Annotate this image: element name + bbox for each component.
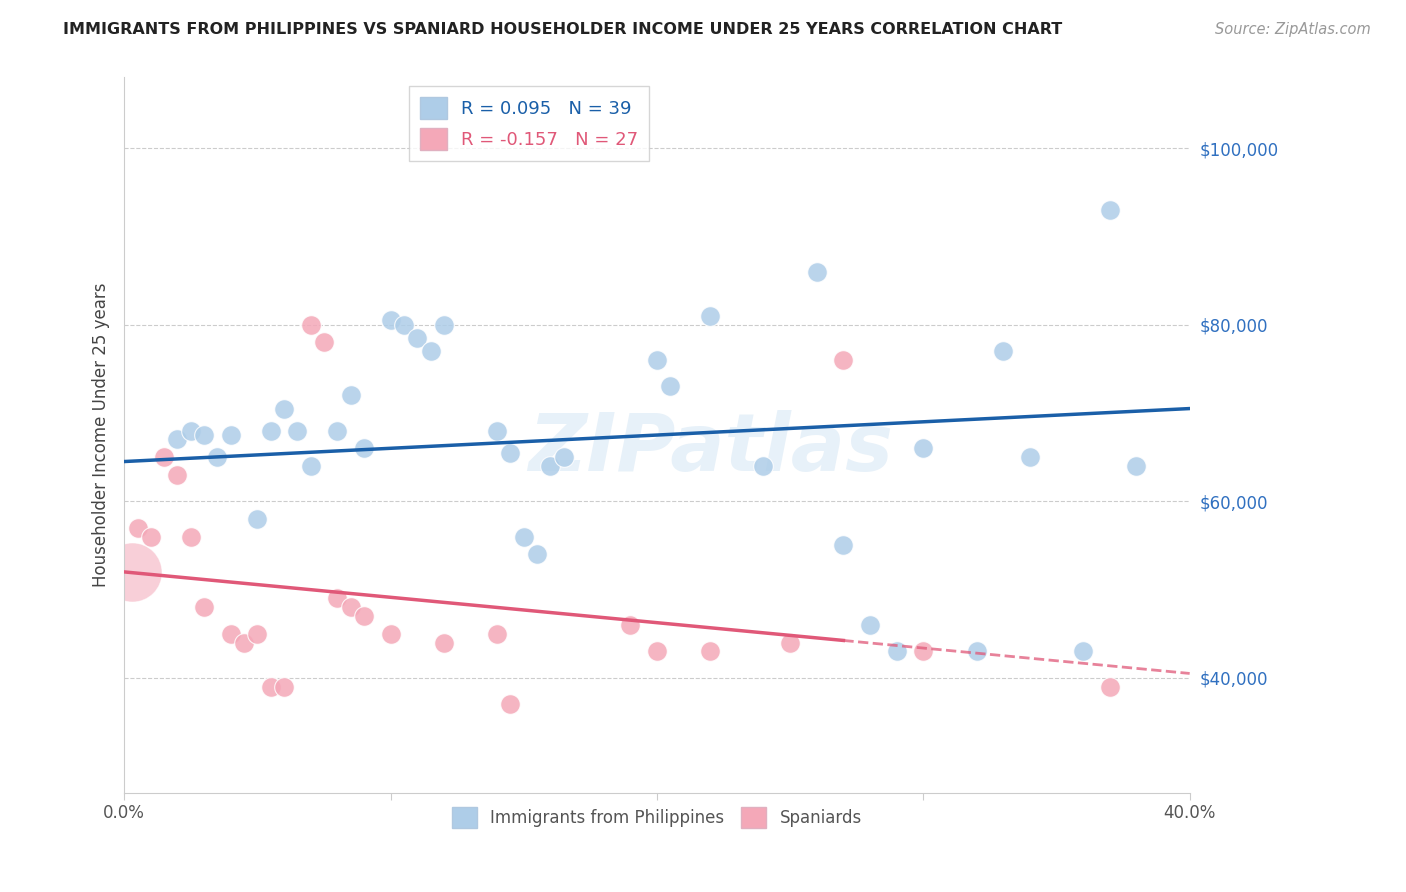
Point bbox=[219, 626, 242, 640]
Point bbox=[380, 626, 402, 640]
Y-axis label: Householder Income Under 25 years: Householder Income Under 25 years bbox=[93, 283, 110, 587]
Point bbox=[127, 521, 149, 535]
Point bbox=[433, 318, 456, 332]
Point bbox=[699, 309, 721, 323]
Text: IMMIGRANTS FROM PHILIPPINES VS SPANIARD HOUSEHOLDER INCOME UNDER 25 YEARS CORREL: IMMIGRANTS FROM PHILIPPINES VS SPANIARD … bbox=[63, 22, 1063, 37]
Point bbox=[699, 644, 721, 658]
Point bbox=[121, 565, 143, 579]
Point bbox=[619, 618, 641, 632]
Point bbox=[433, 635, 456, 649]
Point bbox=[912, 442, 935, 456]
Point bbox=[526, 547, 548, 561]
Point bbox=[207, 450, 229, 464]
Point bbox=[260, 424, 283, 438]
Point bbox=[339, 600, 361, 615]
Point bbox=[1018, 450, 1040, 464]
Point bbox=[513, 530, 536, 544]
Point bbox=[153, 450, 176, 464]
Point bbox=[285, 424, 308, 438]
Point bbox=[966, 644, 988, 658]
Point bbox=[1098, 680, 1121, 694]
Point bbox=[859, 618, 882, 632]
Point bbox=[486, 424, 509, 438]
Point bbox=[1098, 202, 1121, 217]
Point bbox=[166, 433, 188, 447]
Point bbox=[139, 530, 162, 544]
Point bbox=[219, 428, 242, 442]
Point bbox=[339, 388, 361, 402]
Point bbox=[166, 467, 188, 482]
Point bbox=[499, 698, 522, 712]
Legend: Immigrants from Philippines, Spaniards: Immigrants from Philippines, Spaniards bbox=[446, 801, 869, 834]
Point bbox=[392, 318, 415, 332]
Point bbox=[273, 680, 295, 694]
Point bbox=[260, 680, 283, 694]
Point bbox=[193, 428, 215, 442]
Point bbox=[645, 353, 668, 368]
Point bbox=[180, 424, 202, 438]
Point bbox=[380, 313, 402, 327]
Point bbox=[246, 626, 269, 640]
Point bbox=[886, 644, 908, 658]
Point bbox=[645, 644, 668, 658]
Point bbox=[312, 335, 335, 350]
Point bbox=[233, 635, 256, 649]
Text: Source: ZipAtlas.com: Source: ZipAtlas.com bbox=[1215, 22, 1371, 37]
Point bbox=[353, 442, 375, 456]
Point bbox=[993, 344, 1015, 359]
Point bbox=[832, 538, 855, 552]
Point bbox=[353, 609, 375, 624]
Point bbox=[193, 600, 215, 615]
Point bbox=[779, 635, 801, 649]
Point bbox=[659, 379, 682, 393]
Point bbox=[832, 353, 855, 368]
Point bbox=[246, 512, 269, 526]
Point bbox=[419, 344, 441, 359]
Point bbox=[486, 626, 509, 640]
Point bbox=[326, 424, 349, 438]
Point bbox=[273, 401, 295, 416]
Point bbox=[1071, 644, 1094, 658]
Point bbox=[326, 591, 349, 606]
Point bbox=[553, 450, 575, 464]
Point bbox=[806, 265, 828, 279]
Point bbox=[752, 458, 775, 473]
Point bbox=[912, 644, 935, 658]
Point bbox=[406, 331, 429, 345]
Point bbox=[180, 530, 202, 544]
Point bbox=[499, 446, 522, 460]
Point bbox=[299, 318, 322, 332]
Point bbox=[299, 458, 322, 473]
Text: ZIPatlas: ZIPatlas bbox=[527, 410, 893, 488]
Point bbox=[1125, 458, 1147, 473]
Point bbox=[538, 458, 561, 473]
